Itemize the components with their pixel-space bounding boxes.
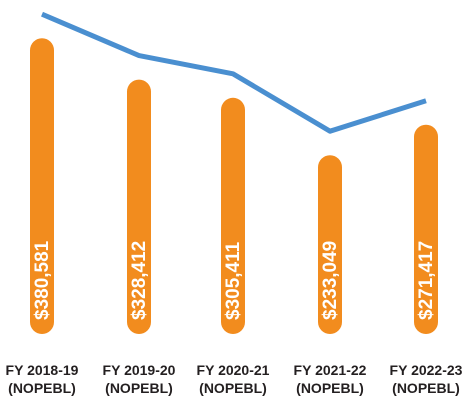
bar bbox=[127, 79, 151, 335]
x-tick-label: FY 2019-20 bbox=[103, 362, 176, 378]
trend-line bbox=[41, 11, 427, 134]
value-label: $233,049 bbox=[320, 241, 341, 320]
x-tick-label: (NOPEBL) bbox=[199, 380, 267, 396]
value-label: $328,412 bbox=[129, 241, 150, 320]
x-tick-label: FY 2018-19 bbox=[6, 362, 79, 378]
x-tick-label: (NOPEBL) bbox=[392, 380, 460, 396]
x-tick-label: FY 2021-22 bbox=[294, 362, 367, 378]
x-tick-label: FY 2022-23 bbox=[390, 362, 463, 378]
x-tick-label: (NOPEBL) bbox=[296, 380, 364, 396]
bar bbox=[30, 38, 54, 334]
value-label: $305,411 bbox=[223, 241, 244, 320]
bar bbox=[221, 97, 245, 334]
x-tick-label: FY 2020-21 bbox=[197, 362, 270, 378]
x-tick-label: (NOPEBL) bbox=[8, 380, 76, 396]
value-label: $380,581 bbox=[32, 240, 53, 320]
bar bbox=[318, 155, 342, 334]
value-label: $271,417 bbox=[416, 241, 437, 320]
x-tick-label: (NOPEBL) bbox=[105, 380, 173, 396]
bar bbox=[414, 124, 438, 334]
